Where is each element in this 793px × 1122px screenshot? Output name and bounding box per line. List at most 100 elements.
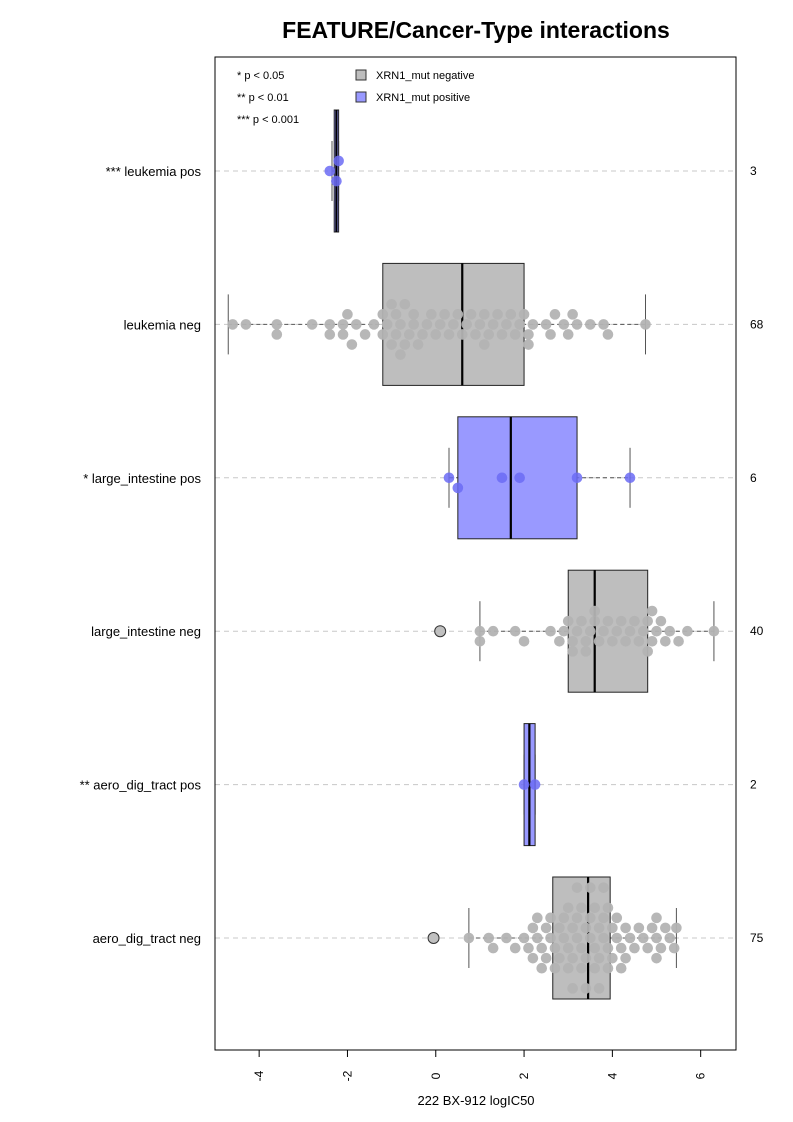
- data-point: [479, 309, 490, 320]
- legend-swatch: [355, 69, 367, 81]
- data-point: [412, 339, 424, 350]
- data-point: [549, 962, 561, 974]
- data-point: [331, 175, 342, 187]
- plot-frame: [214, 56, 737, 1051]
- data-point: [337, 319, 349, 330]
- data-point: [523, 329, 534, 340]
- data-point: [434, 319, 446, 330]
- data-point: [492, 309, 503, 320]
- data-point: [496, 329, 508, 340]
- data-point: [567, 922, 578, 934]
- data-point: [567, 952, 578, 964]
- data-point: [474, 635, 486, 647]
- group-label: large_intestine neg: [91, 624, 201, 639]
- data-point: [324, 165, 336, 177]
- data-point: [589, 615, 601, 627]
- data-point: [571, 625, 583, 637]
- data-point: [598, 932, 609, 944]
- data-point: [624, 625, 636, 637]
- legend-label: XRN1_mut positive: [376, 92, 470, 104]
- data-point: [483, 932, 495, 944]
- data-point: [602, 962, 614, 974]
- data-point: [536, 962, 548, 974]
- data-point: [593, 983, 605, 994]
- data-point: [611, 912, 623, 924]
- data-point: [381, 319, 393, 330]
- data-point: [443, 472, 455, 484]
- data-point: [576, 942, 587, 954]
- data-point: [580, 983, 592, 994]
- data-point: [527, 952, 539, 964]
- data-point: [514, 319, 525, 330]
- box-layer: [227, 109, 715, 1000]
- data-point: [589, 605, 601, 617]
- significance-legend-item: ** p < 0.01: [237, 92, 289, 104]
- data-point: [545, 329, 556, 340]
- data-point: [584, 319, 596, 330]
- data-point: [532, 912, 543, 924]
- data-point: [463, 932, 475, 944]
- data-point: [532, 932, 543, 944]
- data-point: [642, 646, 653, 657]
- data-point: [598, 882, 609, 893]
- data-point: [602, 329, 614, 340]
- data-point: [571, 319, 583, 330]
- data-point: [655, 942, 667, 954]
- data-point: [593, 952, 605, 964]
- data-point: [664, 932, 676, 944]
- data-point: [350, 319, 362, 330]
- data-point: [377, 329, 389, 340]
- group-labels: *** leukemia pos 3 leukemia neg 68 * large_i…: [80, 164, 764, 946]
- data-point: [403, 329, 415, 340]
- data-point: [602, 615, 614, 627]
- data-point: [633, 922, 645, 934]
- data-point: [584, 932, 596, 944]
- data-point: [501, 932, 512, 944]
- x-tick-label: 2: [517, 1072, 531, 1079]
- data-point: [540, 922, 552, 934]
- group-label: *** leukemia pos: [106, 164, 202, 179]
- data-point: [342, 309, 353, 320]
- data-point: [646, 635, 658, 647]
- data-point: [549, 942, 561, 954]
- data-point: [545, 912, 556, 924]
- data-point: [593, 922, 605, 934]
- data-point: [452, 309, 464, 320]
- data-point: [580, 922, 592, 934]
- data-point: [584, 882, 596, 893]
- data-point: [668, 942, 680, 954]
- data-point: [324, 319, 336, 330]
- data-point: [399, 298, 411, 310]
- data-point: [593, 635, 605, 647]
- significance-legend-item: * p < 0.05: [237, 70, 284, 82]
- data-point: [562, 942, 574, 954]
- data-point: [465, 309, 477, 320]
- data-point: [461, 319, 472, 330]
- data-point: [571, 472, 583, 484]
- group-count: 75: [750, 931, 764, 945]
- data-point: [395, 319, 406, 330]
- data-point: [651, 952, 662, 964]
- data-point: [607, 922, 618, 934]
- data-point: [346, 339, 358, 350]
- legend-swatch: [355, 91, 367, 103]
- data-point: [624, 932, 636, 944]
- data-point: [554, 952, 565, 964]
- data-point: [509, 625, 521, 637]
- data-point: [529, 779, 541, 790]
- data-point: [496, 472, 508, 484]
- data-point: [554, 922, 565, 934]
- data-point: [607, 635, 618, 647]
- group-count: 2: [750, 778, 757, 792]
- data-point: [655, 615, 667, 627]
- data-point: [615, 962, 627, 974]
- data-point: [598, 625, 609, 637]
- group-count: 3: [750, 164, 757, 178]
- data-point: [576, 615, 587, 627]
- data-point: [558, 625, 570, 637]
- data-point: [514, 472, 525, 484]
- data-point: [664, 625, 676, 637]
- x-tick-label: 4: [605, 1072, 619, 1079]
- outlier-point: [434, 625, 447, 638]
